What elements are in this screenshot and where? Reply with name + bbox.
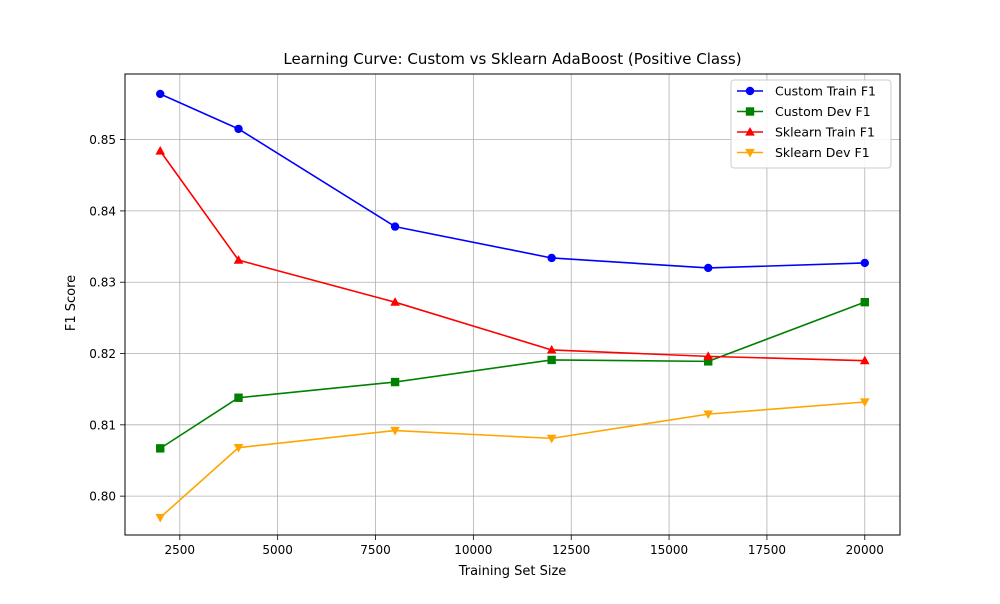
chart-title: Learning Curve: Custom vs Sklearn AdaBoo… bbox=[283, 50, 741, 68]
data-point bbox=[860, 258, 869, 268]
y-tick-label: 0.80 bbox=[89, 490, 116, 504]
y-tick-label: 0.84 bbox=[89, 204, 116, 218]
series-line bbox=[159, 150, 865, 362]
legend-swatch-marker bbox=[745, 127, 755, 136]
legend-entry-custom-dev-f1: Custom Dev F1 bbox=[737, 104, 871, 119]
legend-swatch-marker bbox=[745, 86, 755, 96]
data-point bbox=[390, 377, 400, 387]
y-axis-label: F1 Score bbox=[64, 275, 79, 331]
y-tick-label: 0.83 bbox=[89, 276, 116, 290]
data-point bbox=[703, 410, 714, 420]
legend-label: Custom Train F1 bbox=[775, 84, 876, 99]
data-point bbox=[547, 253, 556, 263]
data-point bbox=[234, 124, 243, 134]
data-point bbox=[859, 398, 870, 408]
x-tick-label: 17500 bbox=[748, 543, 786, 557]
legend-entry-sklearn-train-f1: Sklearn Train F1 bbox=[737, 125, 875, 140]
series-line bbox=[159, 301, 866, 450]
data-point bbox=[546, 434, 557, 444]
legend-swatch-marker bbox=[745, 148, 755, 158]
series-sklearn-train-f1 bbox=[155, 146, 870, 365]
data-point bbox=[390, 222, 400, 231]
x-tick-label: 20000 bbox=[846, 543, 884, 557]
data-point bbox=[704, 263, 713, 273]
legend-entry-sklearn-dev-f1: Sklearn Dev F1 bbox=[737, 145, 870, 160]
data-point bbox=[233, 444, 244, 453]
legend-swatch-marker bbox=[745, 107, 755, 116]
series-line bbox=[159, 93, 865, 269]
data-point bbox=[703, 351, 714, 360]
y-tick-label: 0.81 bbox=[89, 418, 116, 432]
series-line bbox=[159, 401, 865, 519]
data-point bbox=[155, 513, 166, 523]
series-custom-dev-f1 bbox=[156, 297, 869, 453]
data-point bbox=[547, 355, 556, 365]
series-layer bbox=[155, 89, 870, 523]
data-point bbox=[156, 444, 165, 453]
x-tick-label: 7500 bbox=[360, 543, 391, 557]
legend-label: Sklearn Dev F1 bbox=[775, 145, 870, 160]
series-custom-train-f1 bbox=[156, 89, 869, 273]
plot-frame bbox=[124, 73, 901, 536]
data-point bbox=[155, 146, 166, 155]
x-tick-label: 12500 bbox=[552, 543, 590, 557]
y-tick-label: 0.85 bbox=[89, 133, 116, 147]
series-sklearn-dev-f1 bbox=[155, 398, 870, 523]
data-point bbox=[704, 357, 713, 366]
x-tick-label: 10000 bbox=[454, 543, 492, 557]
data-point bbox=[859, 355, 870, 365]
x-tick-label: 5000 bbox=[262, 543, 293, 557]
data-point bbox=[860, 297, 869, 307]
data-point bbox=[233, 255, 244, 264]
legend: Custom Train F1 Custom Dev F1 Sklearn Trai… bbox=[730, 79, 892, 169]
data-point bbox=[156, 89, 165, 99]
data-point bbox=[390, 426, 400, 436]
legend-box bbox=[730, 79, 892, 169]
x-tick-label: 2500 bbox=[165, 543, 196, 557]
data-point bbox=[234, 393, 243, 402]
legend-label: Custom Dev F1 bbox=[775, 104, 871, 119]
y-tick-label: 0.82 bbox=[89, 347, 116, 361]
data-point bbox=[546, 344, 557, 354]
legend-label: Sklearn Train F1 bbox=[775, 125, 875, 140]
x-axis-label: Training Set Size bbox=[458, 564, 567, 579]
data-point bbox=[390, 297, 400, 306]
x-tick-label: 15000 bbox=[650, 543, 688, 557]
axis-ticks: 2500 5000 7500 10000 12500 15000 17500 20000 0.8… bbox=[89, 133, 884, 557]
legend-entry-custom-train-f1: Custom Train F1 bbox=[737, 84, 876, 99]
